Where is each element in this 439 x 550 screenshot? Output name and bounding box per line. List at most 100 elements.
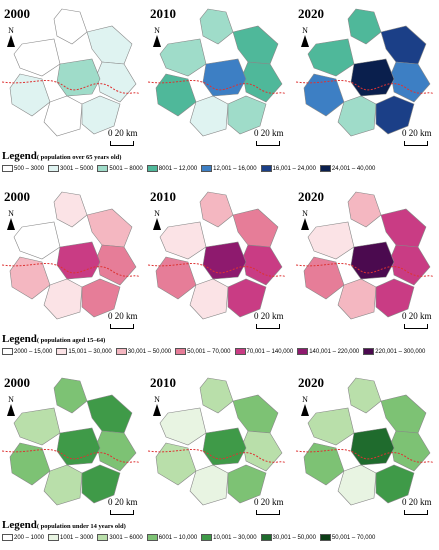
legend-swatch xyxy=(48,165,60,172)
north-arrow-icon: N xyxy=(150,209,164,230)
district-region xyxy=(81,278,121,318)
scale-label: 20 km xyxy=(114,311,138,321)
district-region xyxy=(189,464,229,506)
legend-swatch xyxy=(363,348,375,355)
district-region xyxy=(350,241,395,280)
river-line xyxy=(296,80,434,95)
legend-row: 2000 – 15,000 15,001 – 30,000 30,001 – 50,… xyxy=(2,348,437,355)
scale-zero: 0 xyxy=(254,311,261,321)
north-label: N xyxy=(302,395,308,404)
district-region xyxy=(96,244,137,286)
district-region xyxy=(232,394,279,434)
legend-swatch xyxy=(319,165,331,172)
legend-swatch xyxy=(2,348,13,355)
legend-label: 200 – 1000 xyxy=(14,534,45,541)
district-region xyxy=(347,8,382,45)
scale-zero: 0 xyxy=(254,128,261,138)
river-line xyxy=(148,449,286,464)
scale-zero: 0 xyxy=(108,497,115,507)
scale-bar: 0 20 km xyxy=(254,311,288,331)
district-region xyxy=(227,278,267,318)
legend-item: 24,001 – 40,000 xyxy=(319,165,376,172)
scale-bar: 0 20 km xyxy=(254,128,288,148)
district-region xyxy=(337,95,377,137)
district-region xyxy=(390,430,431,472)
district-region xyxy=(86,25,133,65)
district-region xyxy=(380,25,427,65)
year-label-2020: 2020 xyxy=(298,189,324,204)
legend-label: 24,001 – 40,000 xyxy=(331,165,376,172)
north-label: N xyxy=(302,26,308,35)
district-region xyxy=(13,38,61,77)
legend-label: 15,001 – 30,000 xyxy=(68,348,112,355)
legend-swatch xyxy=(97,534,109,541)
north-label: N xyxy=(154,209,160,218)
scale-bar: 0 20 km xyxy=(108,497,142,517)
scale-label: 20 km xyxy=(114,497,138,507)
river-line xyxy=(148,263,286,278)
legend-swatch xyxy=(260,165,272,172)
year-label-2010: 2010 xyxy=(150,6,176,21)
district-map-2010 xyxy=(148,4,286,144)
legend-item: 15,001 – 30,000 xyxy=(56,348,112,355)
legend-swatch xyxy=(97,165,109,172)
legend-label: 8001 – 12,000 xyxy=(158,165,198,172)
river-line xyxy=(148,80,286,95)
district-region xyxy=(337,464,377,506)
north-arrow-icon: N xyxy=(150,395,164,416)
north-arrow-icon: N xyxy=(150,26,164,47)
district-region xyxy=(159,407,207,446)
legend-swatch xyxy=(146,534,158,541)
year-label-2000: 2000 xyxy=(4,189,30,204)
district-region xyxy=(155,73,197,117)
scale-label: 20 km xyxy=(260,497,284,507)
north-arrow-icon: N xyxy=(298,26,312,47)
district-map-2010 xyxy=(148,187,286,327)
legend-subtitle: ( population over 65 years old) xyxy=(36,154,122,161)
legend-swatch xyxy=(2,534,13,541)
scale-bar: 0 20 km xyxy=(108,311,142,331)
legend-label: 12,001 – 16,000 xyxy=(213,165,257,172)
year-label-2000: 2000 xyxy=(4,6,30,21)
scale-label: 20 km xyxy=(114,128,138,138)
legend-item: 200 – 1000 xyxy=(2,534,44,541)
district-region xyxy=(199,191,234,228)
district-region xyxy=(155,256,197,300)
district-region xyxy=(375,464,415,504)
legend-label: 50,001 – 70,000 xyxy=(187,348,231,355)
district-region xyxy=(380,394,427,434)
legend-label: 5001 – 8000 xyxy=(109,165,143,172)
legend-label: 140,001 – 220,000 xyxy=(309,348,360,355)
legend-title: Legend( population aged 15–64) xyxy=(2,333,105,345)
legend-title: Legend( population over 65 years old) xyxy=(2,150,121,162)
legend-item: 500 – 3000 xyxy=(2,165,44,172)
district-region xyxy=(199,377,234,414)
scale-zero: 0 xyxy=(402,497,409,507)
district-region xyxy=(86,208,133,248)
year-label-2010: 2010 xyxy=(150,189,176,204)
legend-swatch xyxy=(146,165,158,172)
legend-swatch xyxy=(260,534,272,541)
district-region xyxy=(380,208,427,248)
legend-row: 200 – 1000 1001 – 3000 3001 – 6000 6001 – 1… xyxy=(2,534,437,541)
district-region xyxy=(337,278,377,320)
scale-bar: 0 20 km xyxy=(402,497,436,517)
district-region xyxy=(9,442,51,486)
legend-swatch xyxy=(201,165,213,172)
district-region xyxy=(307,38,355,77)
district-region xyxy=(227,464,267,504)
district-region xyxy=(242,61,283,103)
scale-label: 20 km xyxy=(408,311,432,321)
district-region xyxy=(9,256,51,300)
district-region xyxy=(303,73,345,117)
legend-swatch xyxy=(2,165,13,172)
legend-label: 220,001 – 300,000 xyxy=(375,348,426,355)
legend-item: 30,001 – 50,000 xyxy=(115,348,171,355)
scale-zero: 0 xyxy=(108,128,115,138)
district-region xyxy=(86,394,133,434)
district-region xyxy=(375,95,415,135)
north-label: N xyxy=(154,26,160,35)
legend-item: 30,001 – 50,000 xyxy=(260,534,316,541)
district-region xyxy=(159,221,207,260)
district-region xyxy=(189,95,229,137)
